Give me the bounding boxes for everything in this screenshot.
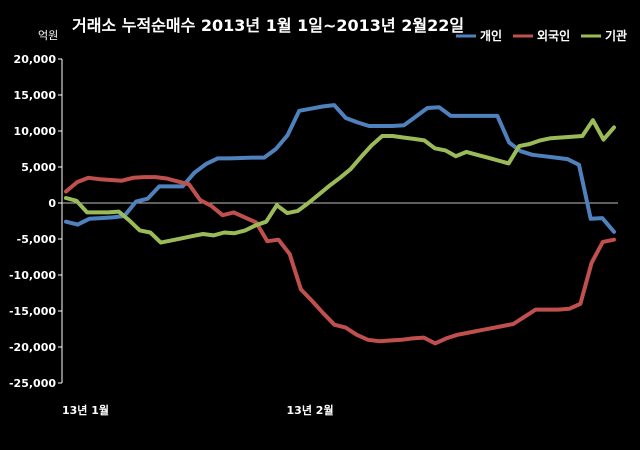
chart-title: 거래소 누적순매수 2013년 1월 1일~2013년 2월22일 [72, 16, 464, 35]
y-tick-label: 15,000 [14, 89, 57, 102]
legend: 개인 외국인 기관 [456, 28, 627, 43]
y-axis-unit: 억원 [38, 29, 58, 42]
y-tick-label: -10,000 [9, 269, 56, 282]
y-tick-label: -15,000 [9, 305, 56, 318]
x-axis-ticks: 13년 1월 13년 2월 [62, 403, 334, 417]
y-axis-ticks: 20,000 15,000 10,000 5,000 0 -5,000 -10,000 -15… [9, 53, 618, 390]
legend-item-2: 기관 [581, 28, 627, 43]
y-tick-label: 5,000 [21, 161, 56, 174]
legend-label-2: 기관 [605, 28, 627, 43]
y-tick-label: -20,000 [9, 341, 56, 354]
y-tick-label: 0 [48, 197, 56, 210]
legend-label-0: 개인 [480, 28, 502, 43]
series-line-0 [64, 103, 616, 234]
legend-item-1: 외국인 [513, 28, 570, 43]
series-line-1 [64, 175, 616, 346]
y-tick-label: 20,000 [14, 53, 57, 66]
y-tick-label: -5,000 [17, 233, 57, 246]
y-tick-label: 10,000 [14, 125, 57, 138]
legend-item-0: 개인 [456, 28, 502, 43]
x-tick-label: 13년 1월 [62, 403, 109, 417]
x-tick-label: 13년 2월 [287, 403, 334, 417]
legend-label-1: 외국인 [537, 28, 570, 43]
series-layer [64, 103, 616, 346]
series-line-2 [64, 118, 616, 245]
y-tick-label: -25,000 [9, 377, 56, 390]
